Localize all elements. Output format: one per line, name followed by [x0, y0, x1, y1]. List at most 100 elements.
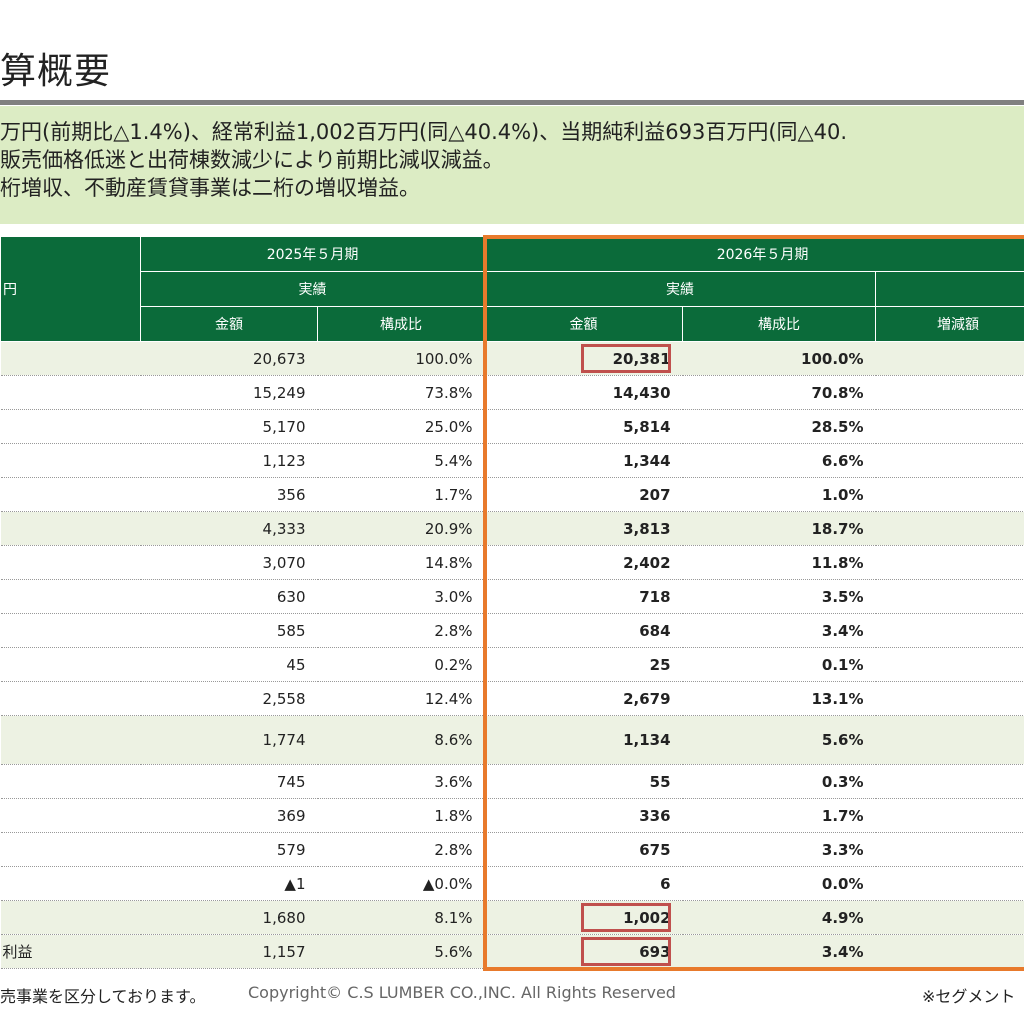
change-cell: △ — [875, 545, 1024, 580]
amount-2026-cell: 693 — [484, 934, 683, 969]
financial-table: 円 2025年５月期 2026年５月期 実績 実績 金額 構成比 金額 構成比 … — [0, 236, 1024, 969]
amount-2025-cell: 15,249 — [140, 375, 318, 410]
table-row: 369 1.8% 336 1.7% — [0, 798, 1024, 833]
row-label — [0, 798, 141, 833]
table-row: 579 2.8% 675 3.3% — [0, 832, 1024, 867]
ratio-2025-cell: 1.7% — [317, 477, 485, 512]
change-cell: △ — [875, 375, 1024, 410]
change-cell — [875, 579, 1024, 614]
ratio-2025-cell: 5.6% — [317, 934, 485, 969]
ratio-2026-cell: 0.0% — [682, 866, 876, 901]
row-label — [0, 545, 141, 580]
ratio-2026-header: 構成比 — [682, 306, 877, 342]
ratio-2025-cell: 12.4% — [317, 681, 485, 716]
amount-2025-cell: 356 — [140, 477, 318, 512]
table-row: 5,170 25.0% 5,814 28.5% — [0, 409, 1024, 444]
row-label: 利益 — [0, 934, 141, 969]
ratio-2026-cell: 3.5% — [682, 579, 876, 614]
title-divider — [0, 100, 1024, 105]
ratio-2025-cell: 0.2% — [317, 647, 485, 682]
change-cell — [875, 798, 1024, 833]
actual-2025-header: 実績 — [139, 271, 486, 307]
amount-2026-cell: 25 — [484, 647, 683, 682]
row-label — [0, 681, 141, 716]
summary-box: 万円(前期比△1.4%)、経常利益1,002百万円(同△40.4%)、当期純利益… — [0, 106, 1024, 224]
table-row: 45 0.2% 25 0.1% — [0, 647, 1024, 682]
ratio-2026-cell: 0.1% — [682, 647, 876, 682]
change-cell: △ — [875, 341, 1024, 376]
summary-line: 万円(前期比△1.4%)、経常利益1,002百万円(同△40.4%)、当期純利益… — [0, 120, 848, 144]
amount-2025-cell: 1,774 — [140, 715, 318, 765]
row-label — [0, 613, 141, 648]
period-2025-header: 2025年５月期 — [139, 236, 486, 272]
change-cell: △ — [875, 764, 1024, 799]
amount-2026-cell: 20,381 — [484, 341, 683, 376]
change-cell: △ — [875, 511, 1024, 546]
ratio-2025-cell: 8.1% — [317, 900, 485, 935]
period-2026-header: 2026年５月期 — [484, 236, 1024, 272]
amount-2025-cell: 745 — [140, 764, 318, 799]
change-cell — [875, 647, 1024, 682]
change-header: 増減額 — [875, 306, 1024, 342]
unit-header: 円 — [0, 236, 141, 342]
amount-2026-cell: 3,813 — [484, 511, 683, 546]
row-label — [0, 715, 141, 765]
change-cell: △ — [875, 900, 1024, 935]
amount-2026-cell: 718 — [484, 579, 683, 614]
ratio-2025-cell: 100.0% — [317, 341, 485, 376]
ratio-2026-cell: 1.7% — [682, 798, 876, 833]
ratio-2026-cell: 3.3% — [682, 832, 876, 867]
table-row: 1,123 5.4% 1,344 6.6% — [0, 443, 1024, 478]
amount-2025-cell: 2,558 — [140, 681, 318, 716]
amount-2025-cell: 585 — [140, 613, 318, 648]
row-label — [0, 409, 141, 444]
page-title: 算概要 — [0, 51, 112, 92]
summary-line: 桁増収、不動産賃貸事業は二桁の増収増益。 — [0, 176, 420, 200]
row-label — [0, 443, 141, 478]
amount-2025-cell: 20,673 — [140, 341, 318, 376]
amount-2026-cell: 55 — [484, 764, 683, 799]
amount-2026-cell: 2,402 — [484, 545, 683, 580]
ratio-2026-cell: 18.7% — [682, 511, 876, 546]
amount-2025-cell: 5,170 — [140, 409, 318, 444]
amount-2026-cell: 207 — [484, 477, 683, 512]
change-cell: △ — [875, 934, 1024, 969]
amount-2025-header: 金額 — [140, 306, 318, 342]
amount-2025-cell: 630 — [140, 579, 318, 614]
footer-segment-note: ※セグメント — [922, 987, 1016, 1006]
amount-2025-cell: 4,333 — [140, 511, 318, 546]
row-label — [0, 764, 141, 799]
change-cell — [875, 409, 1024, 444]
amount-2026-cell: 6 — [484, 866, 683, 901]
row-label — [0, 900, 141, 935]
ratio-2025-cell: 5.4% — [317, 443, 485, 478]
ratio-2025-cell: ▲0.0% — [317, 866, 485, 901]
ratio-2025-header: 構成比 — [316, 306, 486, 342]
amount-2026-cell: 5,814 — [484, 409, 683, 444]
ratio-2026-cell: 13.1% — [682, 681, 876, 716]
amount-2026-cell: 1,002 — [484, 900, 683, 935]
change-cell: △ — [875, 477, 1024, 512]
actual-2026-header: 実績 — [484, 271, 877, 307]
amount-2025-cell: ▲1 — [140, 866, 318, 901]
ratio-2026-cell: 3.4% — [682, 934, 876, 969]
row-label — [0, 511, 141, 546]
row-label — [0, 832, 141, 867]
amount-2026-cell: 675 — [484, 832, 683, 867]
amount-2025-cell: 3,070 — [140, 545, 318, 580]
change-cell — [875, 832, 1024, 867]
ratio-2026-cell: 28.5% — [682, 409, 876, 444]
amount-2026-cell: 684 — [484, 613, 683, 648]
ratio-2025-cell: 1.8% — [317, 798, 485, 833]
footer-note: 売事業を区分しております。 — [0, 987, 206, 1006]
summary-line: 販売価格低迷と出荷棟数減少により前期比減収減益。 — [0, 148, 504, 172]
ratio-2025-cell: 25.0% — [317, 409, 485, 444]
amount-2025-cell: 1,680 — [140, 900, 318, 935]
amount-2025-cell: 1,157 — [140, 934, 318, 969]
